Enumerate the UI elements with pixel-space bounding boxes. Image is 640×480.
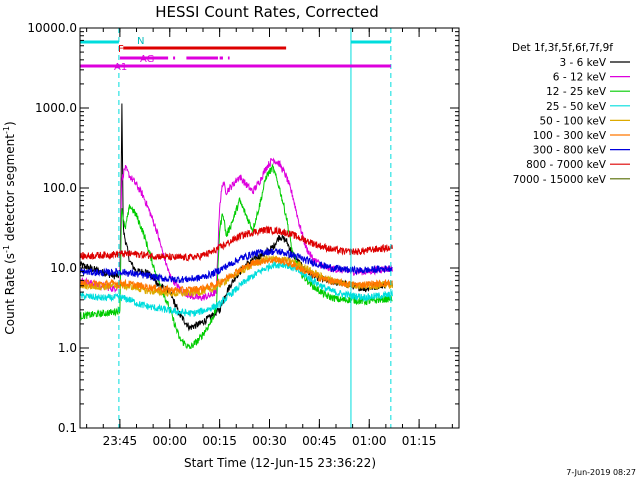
y-axis-label-end: ) <box>3 121 17 126</box>
x-tick-label: 01:15 <box>402 434 437 448</box>
x-axis-label: Start Time (12-Jun-15 23:36:22) <box>184 456 376 470</box>
y-tick-label: 1000.0 <box>35 101 77 115</box>
x-tick-label: 00:45 <box>302 434 337 448</box>
timestamp: 7-Jun-2019 08:27 <box>566 468 636 477</box>
y-tick-label: 0.1 <box>58 421 77 435</box>
y-axis-label-sup1: -1 <box>2 245 11 253</box>
chart-title: HESSI Count Rates, Corrected <box>155 3 379 21</box>
legend-entry-label: 50 - 100 keV <box>539 115 606 127</box>
y-tick-label: 10.0 <box>50 261 77 275</box>
legend-entry-label: 300 - 800 keV <box>533 145 607 157</box>
series-line <box>79 162 393 350</box>
y-axis-label-main: Count Rate (s <box>3 253 17 335</box>
attenuator-label: N <box>137 36 144 47</box>
x-axis-ticks: 23:45 00:00 00:15 00:30 00:45 01:00 01:15 <box>86 28 453 448</box>
legend-entry-label: 3 - 6 keV <box>559 57 606 69</box>
series-line <box>79 261 393 317</box>
x-tick-label: 00:30 <box>252 434 287 448</box>
y-tick-label: 1.0 <box>58 341 77 355</box>
legend-entry-label: 25 - 50 keV <box>546 101 607 113</box>
y-axis-ticks: 10000.0 1000.0 100.0 10.0 1.0 0.1 <box>27 21 459 435</box>
legend-entry-label: 6 - 12 keV <box>553 72 607 84</box>
y-tick-label: 100.0 <box>43 181 77 195</box>
attenuator-label: AG <box>140 54 154 65</box>
legend: 3 - 6 keV 6 - 12 keV 12 - 25 keV 25 - 50 ke… <box>513 57 630 186</box>
attenuator-label: A1 <box>114 62 127 73</box>
x-tick-label: 23:45 <box>103 434 138 448</box>
y-axis-label-mid: detector segment <box>3 134 17 245</box>
x-tick-label: 00:15 <box>202 434 237 448</box>
y-axis-label-sup2: -1 <box>2 126 11 134</box>
series-line <box>79 257 393 295</box>
y-tick-label: 10000.0 <box>27 21 77 35</box>
x-tick-label: 00:00 <box>152 434 187 448</box>
legend-title: Det 1f,3f,5f,6f,7f,9f <box>512 42 613 54</box>
series-line <box>79 225 393 262</box>
legend-entry-label: 100 - 300 keV <box>533 130 607 142</box>
y-axis-label: Count Rate (s-1 detector segment-1) <box>2 121 17 334</box>
plot-area: N F AG A1 <box>79 28 393 428</box>
legend-entry-label: 800 - 7000 keV <box>526 159 607 171</box>
legend-entry-label: 7000 - 15000 keV <box>513 174 607 186</box>
x-tick-label: 01:00 <box>352 434 387 448</box>
series-line <box>79 247 393 284</box>
attenuator-label: F <box>118 44 124 55</box>
legend-entry-label: 12 - 25 keV <box>546 86 607 98</box>
